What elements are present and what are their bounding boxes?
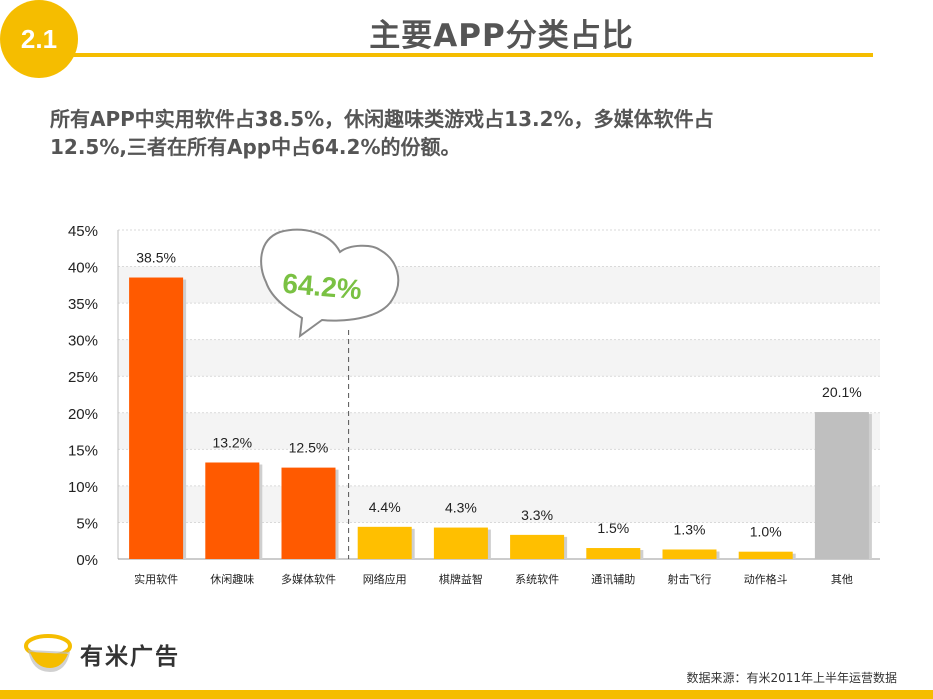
callout-text: 64.2% <box>281 268 363 306</box>
page-title: 主要APP分类占比 <box>369 18 634 54</box>
y-tick-label: 45% <box>68 223 98 240</box>
y-tick-label: 10% <box>68 479 98 496</box>
summary-text: 所有APP中实用软件占38.5%，休闲趣味类游戏占13.2%，多媒体软件占 12… <box>50 105 850 161</box>
x-tick-label: 多媒体软件 <box>281 572 336 586</box>
y-tick-label: 35% <box>68 296 98 313</box>
logo-bowl-icon <box>24 634 72 672</box>
y-tick-label: 30% <box>68 333 98 350</box>
data-label: 1.3% <box>674 521 706 537</box>
y-tick-label: 20% <box>68 406 98 423</box>
bar <box>205 462 260 559</box>
bar <box>510 534 565 559</box>
y-tick-label: 5% <box>76 515 98 532</box>
bar <box>281 467 336 559</box>
x-tick-label: 通讯辅助 <box>591 572 635 586</box>
company-logo: 有米广告 <box>22 628 180 680</box>
data-label: 1.0% <box>750 524 782 540</box>
x-tick-label: 其他 <box>831 573 853 586</box>
bar <box>129 277 184 559</box>
y-tick-label: 25% <box>68 369 98 386</box>
bar <box>433 527 488 559</box>
summary-line-2: 12.5%,三者在所有App中占64.2%的份额。 <box>50 135 461 159</box>
data-source-note: 数据来源：有米2011年上半年运营数据 <box>686 671 897 685</box>
y-tick-label: 0% <box>76 552 98 569</box>
logo-text: 有米广告 <box>80 644 180 670</box>
bar <box>814 412 869 559</box>
data-label: 20.1% <box>822 384 862 400</box>
data-label: 13.2% <box>212 434 252 450</box>
x-tick-label: 网络应用 <box>363 572 407 586</box>
title-underline <box>62 53 873 57</box>
data-label: 38.5% <box>136 250 176 266</box>
bar <box>662 549 717 559</box>
data-label: 4.4% <box>369 499 401 515</box>
data-label: 4.3% <box>445 500 477 516</box>
x-tick-label: 射击飞行 <box>668 572 712 586</box>
grid-band <box>118 266 880 304</box>
x-tick-label: 休闲趣味 <box>210 572 254 586</box>
section-number-badge: 2.1 <box>0 0 78 78</box>
data-label: 12.5% <box>289 440 329 456</box>
data-label: 1.5% <box>597 520 629 536</box>
bar <box>738 551 793 559</box>
bar <box>586 548 641 559</box>
x-tick-label: 动作格斗 <box>744 572 788 586</box>
x-tick-label: 实用软件 <box>134 572 178 586</box>
x-tick-label: 系统软件 <box>515 572 559 586</box>
data-label: 3.3% <box>521 507 553 523</box>
grid-band <box>118 339 880 377</box>
bar <box>357 526 412 559</box>
speech-bubble <box>260 228 400 339</box>
summary-line-1: 所有APP中实用软件占38.5%，休闲趣味类游戏占13.2%，多媒体软件占 <box>50 107 714 131</box>
y-tick-label: 15% <box>68 442 98 459</box>
footer-bar <box>0 690 933 699</box>
y-tick-label: 40% <box>68 260 98 277</box>
grid-band <box>118 412 880 450</box>
x-tick-label: 棋牌益智 <box>439 572 483 586</box>
